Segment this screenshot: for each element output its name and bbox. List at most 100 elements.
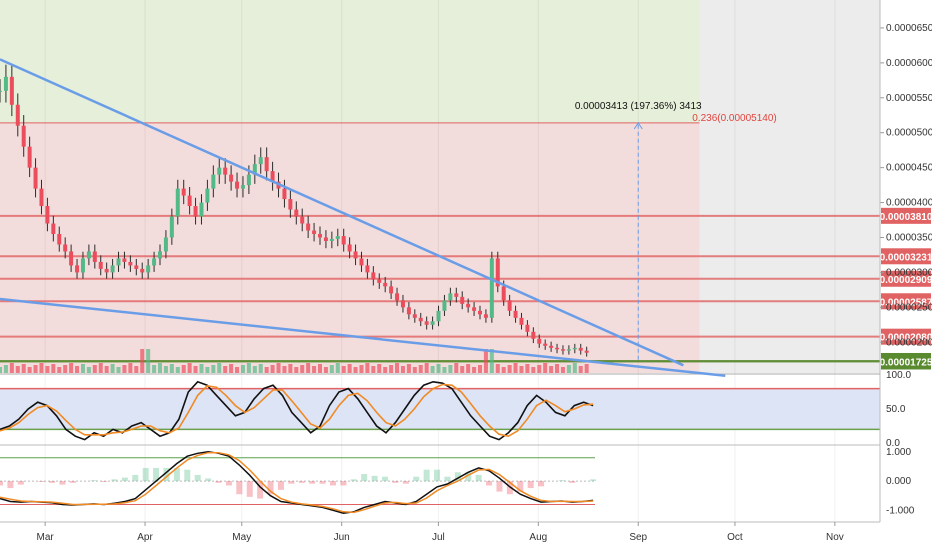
candle-body-41 <box>240 185 245 189</box>
volume-bar-70 <box>412 367 417 373</box>
volume-bar-5 <box>27 367 32 373</box>
volume-bar-15 <box>86 367 91 373</box>
candle-body-10 <box>57 233 62 245</box>
candle-body-61 <box>359 258 364 266</box>
price-tick-9: 0.00002000 <box>886 337 932 348</box>
volume-bar-83 <box>489 349 494 373</box>
volume-bar-35 <box>205 367 210 373</box>
trendline-upper <box>0 58 684 367</box>
macd-hist-20 <box>205 478 212 482</box>
volume-bar-69 <box>406 364 411 373</box>
volume-bar-23 <box>134 366 139 373</box>
macd-hist-4 <box>38 481 45 482</box>
trendlines[interactable] <box>0 58 726 378</box>
volume-bar-81 <box>478 365 482 373</box>
candle-body-80 <box>472 307 477 311</box>
volume-bar-79 <box>466 364 471 373</box>
volume-bar-44 <box>258 364 263 373</box>
volume-bar-22 <box>128 363 133 373</box>
macd-hist-48 <box>496 481 503 492</box>
candle-body-0 <box>0 90 2 92</box>
volume-bar-67 <box>395 363 400 373</box>
candle-body-66 <box>389 286 394 294</box>
stoch-tick-2: 0.0 <box>886 438 900 449</box>
candle-body-5 <box>27 146 32 168</box>
volume-bar-11 <box>63 365 68 373</box>
candle-body-84 <box>495 258 500 287</box>
macd-hist-19 <box>194 474 201 482</box>
volume-bar-49 <box>288 364 293 373</box>
candle-body-69 <box>406 307 411 315</box>
month-label-2: May <box>232 532 251 543</box>
candle-body-27 <box>158 251 162 259</box>
volume-bar-41 <box>240 365 245 373</box>
volume-bar-30 <box>175 367 180 373</box>
macd-hist-32 <box>329 481 336 486</box>
axes: 0.00003810 0.00003231 0.00002909 0.00002587… <box>37 0 932 550</box>
volume-bar-52 <box>306 363 311 373</box>
volume-bar-89 <box>525 364 530 373</box>
macd-hist-11 <box>111 479 118 482</box>
candle-body-67 <box>395 293 400 301</box>
month-label-4: Jul <box>432 532 445 543</box>
macd-hist-0 <box>0 481 3 486</box>
volume-bar-3 <box>15 366 20 373</box>
volume-bar-58 <box>341 366 346 373</box>
volume-bar-12 <box>69 363 74 373</box>
level-tag-0 <box>881 207 931 224</box>
volume-bar-6 <box>33 365 38 373</box>
macd-hist-27 <box>277 481 284 490</box>
macd-hist-40 <box>413 476 420 482</box>
candle-body-73 <box>430 321 435 325</box>
candle-body-57 <box>335 236 340 239</box>
volume-bar-53 <box>312 366 317 373</box>
candle-body-44 <box>258 157 263 165</box>
macd-hist-5 <box>49 481 56 483</box>
candle-body-3 <box>15 104 20 126</box>
volume-bar-16 <box>92 365 97 373</box>
volume-bar-9 <box>51 364 56 373</box>
volume-bar-91 <box>537 365 542 373</box>
volume-bar-13 <box>75 366 80 373</box>
volume-bar-38 <box>223 366 228 373</box>
candle-body-91 <box>537 338 542 344</box>
volume-bar-46 <box>270 365 275 373</box>
macd-hist-36 <box>371 475 378 482</box>
volume-bar-62 <box>365 363 370 373</box>
macd-hist-38 <box>392 481 399 483</box>
macd-line-1 <box>0 451 594 514</box>
macd-hist-23 <box>236 481 243 495</box>
macd-hist-46 <box>475 474 482 482</box>
macd-hist-50 <box>517 481 524 492</box>
candle-body-77 <box>454 293 459 297</box>
candle-body-31 <box>181 188 186 196</box>
volume-bar-66 <box>389 365 394 373</box>
candle-body-28 <box>163 237 168 252</box>
level-tag-3 <box>881 293 931 310</box>
macd-hist-28 <box>288 481 295 484</box>
candle-body-62 <box>365 265 370 273</box>
volume-bar-48 <box>282 366 287 373</box>
macd-hist-31 <box>319 481 326 484</box>
volume-bar-94 <box>555 364 560 373</box>
volume-bar-82 <box>483 349 488 373</box>
level-tag-label-4: 0.00002080 <box>880 333 932 344</box>
candle-body-59 <box>347 244 352 252</box>
candle-body-64 <box>377 279 382 283</box>
volume-bar-1 <box>3 365 8 373</box>
macd-hist-43 <box>444 476 451 482</box>
stoch-tick-0: 100.0 <box>886 370 911 381</box>
macd-hist-52 <box>538 481 545 487</box>
month-label-0: Mar <box>37 532 55 543</box>
macd-hist-54 <box>558 480 565 482</box>
candle-body-89 <box>525 324 530 332</box>
macd-hist-14 <box>142 467 149 482</box>
macd-hist-6 <box>59 481 66 485</box>
candle-body-30 <box>175 188 180 217</box>
candle-body-72 <box>424 321 429 325</box>
level-tag-1 <box>881 248 931 265</box>
volume-bar-17 <box>98 363 103 373</box>
